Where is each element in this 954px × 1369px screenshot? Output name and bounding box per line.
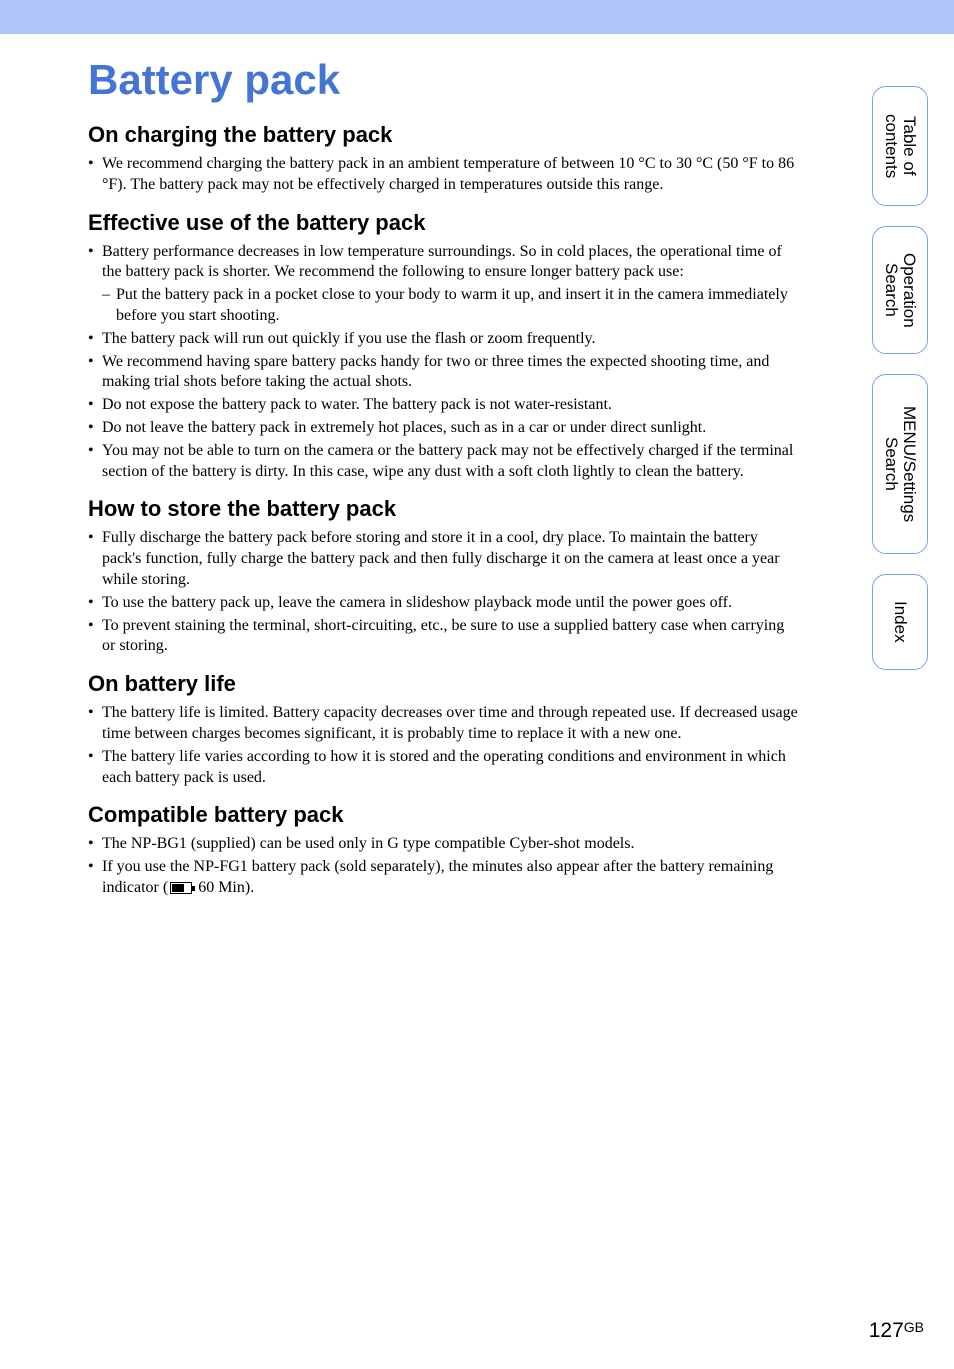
list-item: To prevent staining the terminal, short-… bbox=[88, 616, 800, 658]
list-item: Fully discharge the battery pack before … bbox=[88, 528, 800, 590]
tab-operation-search[interactable]: OperationSearch bbox=[872, 226, 928, 354]
section-charging-title: On charging the battery pack bbox=[88, 122, 800, 148]
page-number: 127 bbox=[869, 1319, 904, 1342]
battery-icon bbox=[170, 882, 192, 894]
region-code: GB bbox=[904, 1319, 924, 1335]
list-item: We recommend having spare battery packs … bbox=[88, 352, 800, 394]
tab-label: Index bbox=[887, 583, 913, 661]
tab-table-of-contents[interactable]: Table ofcontents bbox=[872, 86, 928, 206]
side-tabs: Table ofcontents OperationSearch MENU/Se… bbox=[872, 86, 928, 690]
section-effective-title: Effective use of the battery pack bbox=[88, 210, 800, 236]
tab-menu-settings-search[interactable]: MENU/SettingsSearch bbox=[872, 374, 928, 554]
list-item: The NP-BG1 (supplied) can be used only i… bbox=[88, 834, 800, 855]
tab-label: Table ofcontents bbox=[878, 96, 922, 196]
list-item: We recommend charging the battery pack i… bbox=[88, 154, 800, 196]
section-store-title: How to store the battery pack bbox=[88, 496, 800, 522]
list-item: To use the battery pack up, leave the ca… bbox=[88, 593, 800, 614]
life-list: The battery life is limited. Battery cap… bbox=[88, 703, 800, 788]
list-item: You may not be able to turn on the camer… bbox=[88, 441, 800, 483]
list-item: Do not leave the battery pack in extreme… bbox=[88, 418, 800, 439]
charging-list: We recommend charging the battery pack i… bbox=[88, 154, 800, 196]
list-item: If you use the NP-FG1 battery pack (sold… bbox=[88, 857, 800, 899]
compat-item1-post: 60 Min). bbox=[194, 879, 254, 896]
effective-sublist: Put the battery pack in a pocket close t… bbox=[88, 285, 800, 327]
list-item: Battery performance decreases in low tem… bbox=[88, 242, 800, 284]
page-title: Battery pack bbox=[88, 56, 800, 104]
tab-label: OperationSearch bbox=[878, 235, 922, 346]
section-life-title: On battery life bbox=[88, 671, 800, 697]
section-compat-title: Compatible battery pack bbox=[88, 802, 800, 828]
list-item: The battery life varies according to how… bbox=[88, 747, 800, 789]
list-item: Put the battery pack in a pocket close t… bbox=[102, 285, 800, 327]
effective-list: Battery performance decreases in low tem… bbox=[88, 242, 800, 483]
list-item: The battery pack will run out quickly if… bbox=[88, 329, 800, 350]
main-content: Battery pack On charging the battery pac… bbox=[0, 34, 840, 899]
store-list: Fully discharge the battery pack before … bbox=[88, 528, 800, 657]
list-item: Do not expose the battery pack to water.… bbox=[88, 395, 800, 416]
list-item: The battery life is limited. Battery cap… bbox=[88, 703, 800, 745]
tab-label: MENU/SettingsSearch bbox=[878, 388, 922, 540]
top-bar bbox=[0, 0, 954, 34]
page-footer: 127GB bbox=[869, 1319, 924, 1343]
tab-index[interactable]: Index bbox=[872, 574, 928, 670]
compat-list: The NP-BG1 (supplied) can be used only i… bbox=[88, 834, 800, 898]
